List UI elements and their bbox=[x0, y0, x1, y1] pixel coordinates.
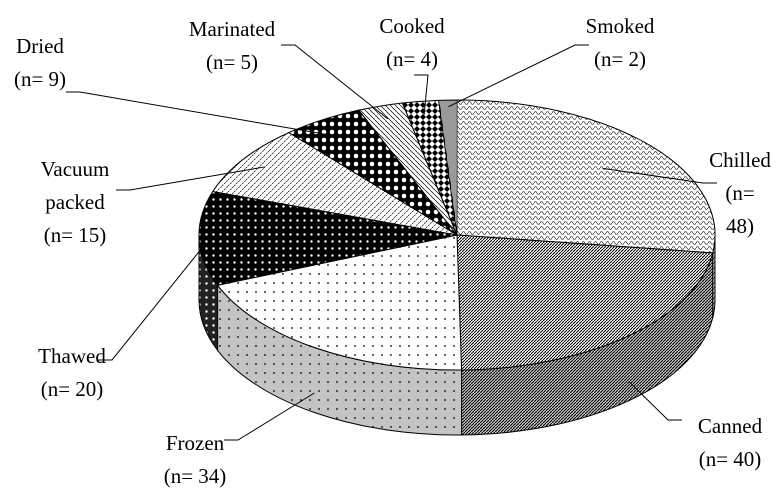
leader-line bbox=[628, 380, 682, 421]
value-label: (n= 15) bbox=[43, 223, 107, 247]
leader-line bbox=[98, 251, 200, 361]
slice-label: Thawed (n= 20) bbox=[38, 340, 106, 406]
slice-label: Canned (n= 40) bbox=[698, 410, 762, 476]
pie-slice bbox=[216, 234, 463, 371]
category-label: Dried bbox=[16, 34, 64, 58]
pie-slice bbox=[456, 99, 716, 254]
leader-line bbox=[224, 392, 315, 441]
category-label: Canned bbox=[697, 414, 763, 438]
pie-slice bbox=[438, 99, 458, 236]
category-label: Marinated bbox=[188, 17, 276, 41]
value-label: (n= 5) bbox=[205, 50, 259, 74]
category-label: Vacuum packed bbox=[40, 157, 110, 214]
value-label: (n= 9) bbox=[13, 67, 67, 91]
leader-line bbox=[414, 74, 429, 115]
category-label: Chilled bbox=[709, 148, 771, 172]
value-label: (n= 34) bbox=[163, 464, 227, 488]
category-label: Cooked bbox=[379, 14, 445, 38]
value-label: (n= 2) bbox=[593, 47, 647, 71]
category-label: Smoked bbox=[585, 14, 655, 38]
pie-slice bbox=[456, 234, 714, 371]
leader-line bbox=[281, 44, 389, 120]
value-label: (n= 40) bbox=[698, 447, 762, 471]
leader-line bbox=[116, 166, 265, 191]
category-label: Frozen bbox=[165, 431, 225, 455]
slice-label: Dried (n= 9) bbox=[14, 30, 66, 96]
leader-line bbox=[66, 91, 343, 138]
slice-label: Chilled (n= 48) bbox=[709, 144, 771, 243]
slice-label: Vacuum packed (n= 15) bbox=[20, 153, 130, 252]
slice-label: Frozen (n= 34) bbox=[164, 427, 227, 493]
slice-label: Cooked (n= 4) bbox=[379, 10, 444, 76]
value-label: (n= 48) bbox=[725, 181, 755, 238]
leader-line bbox=[448, 44, 589, 108]
slice-label: Smoked (n= 2) bbox=[586, 10, 655, 76]
category-label: Thawed bbox=[38, 344, 106, 368]
slice-label: Marinated (n= 5) bbox=[189, 13, 275, 79]
pie-slice bbox=[198, 190, 458, 286]
value-label: (n= 4) bbox=[385, 47, 439, 71]
value-label: (n= 20) bbox=[40, 377, 104, 401]
leader-line bbox=[602, 167, 717, 184]
pie-slice bbox=[211, 132, 458, 236]
